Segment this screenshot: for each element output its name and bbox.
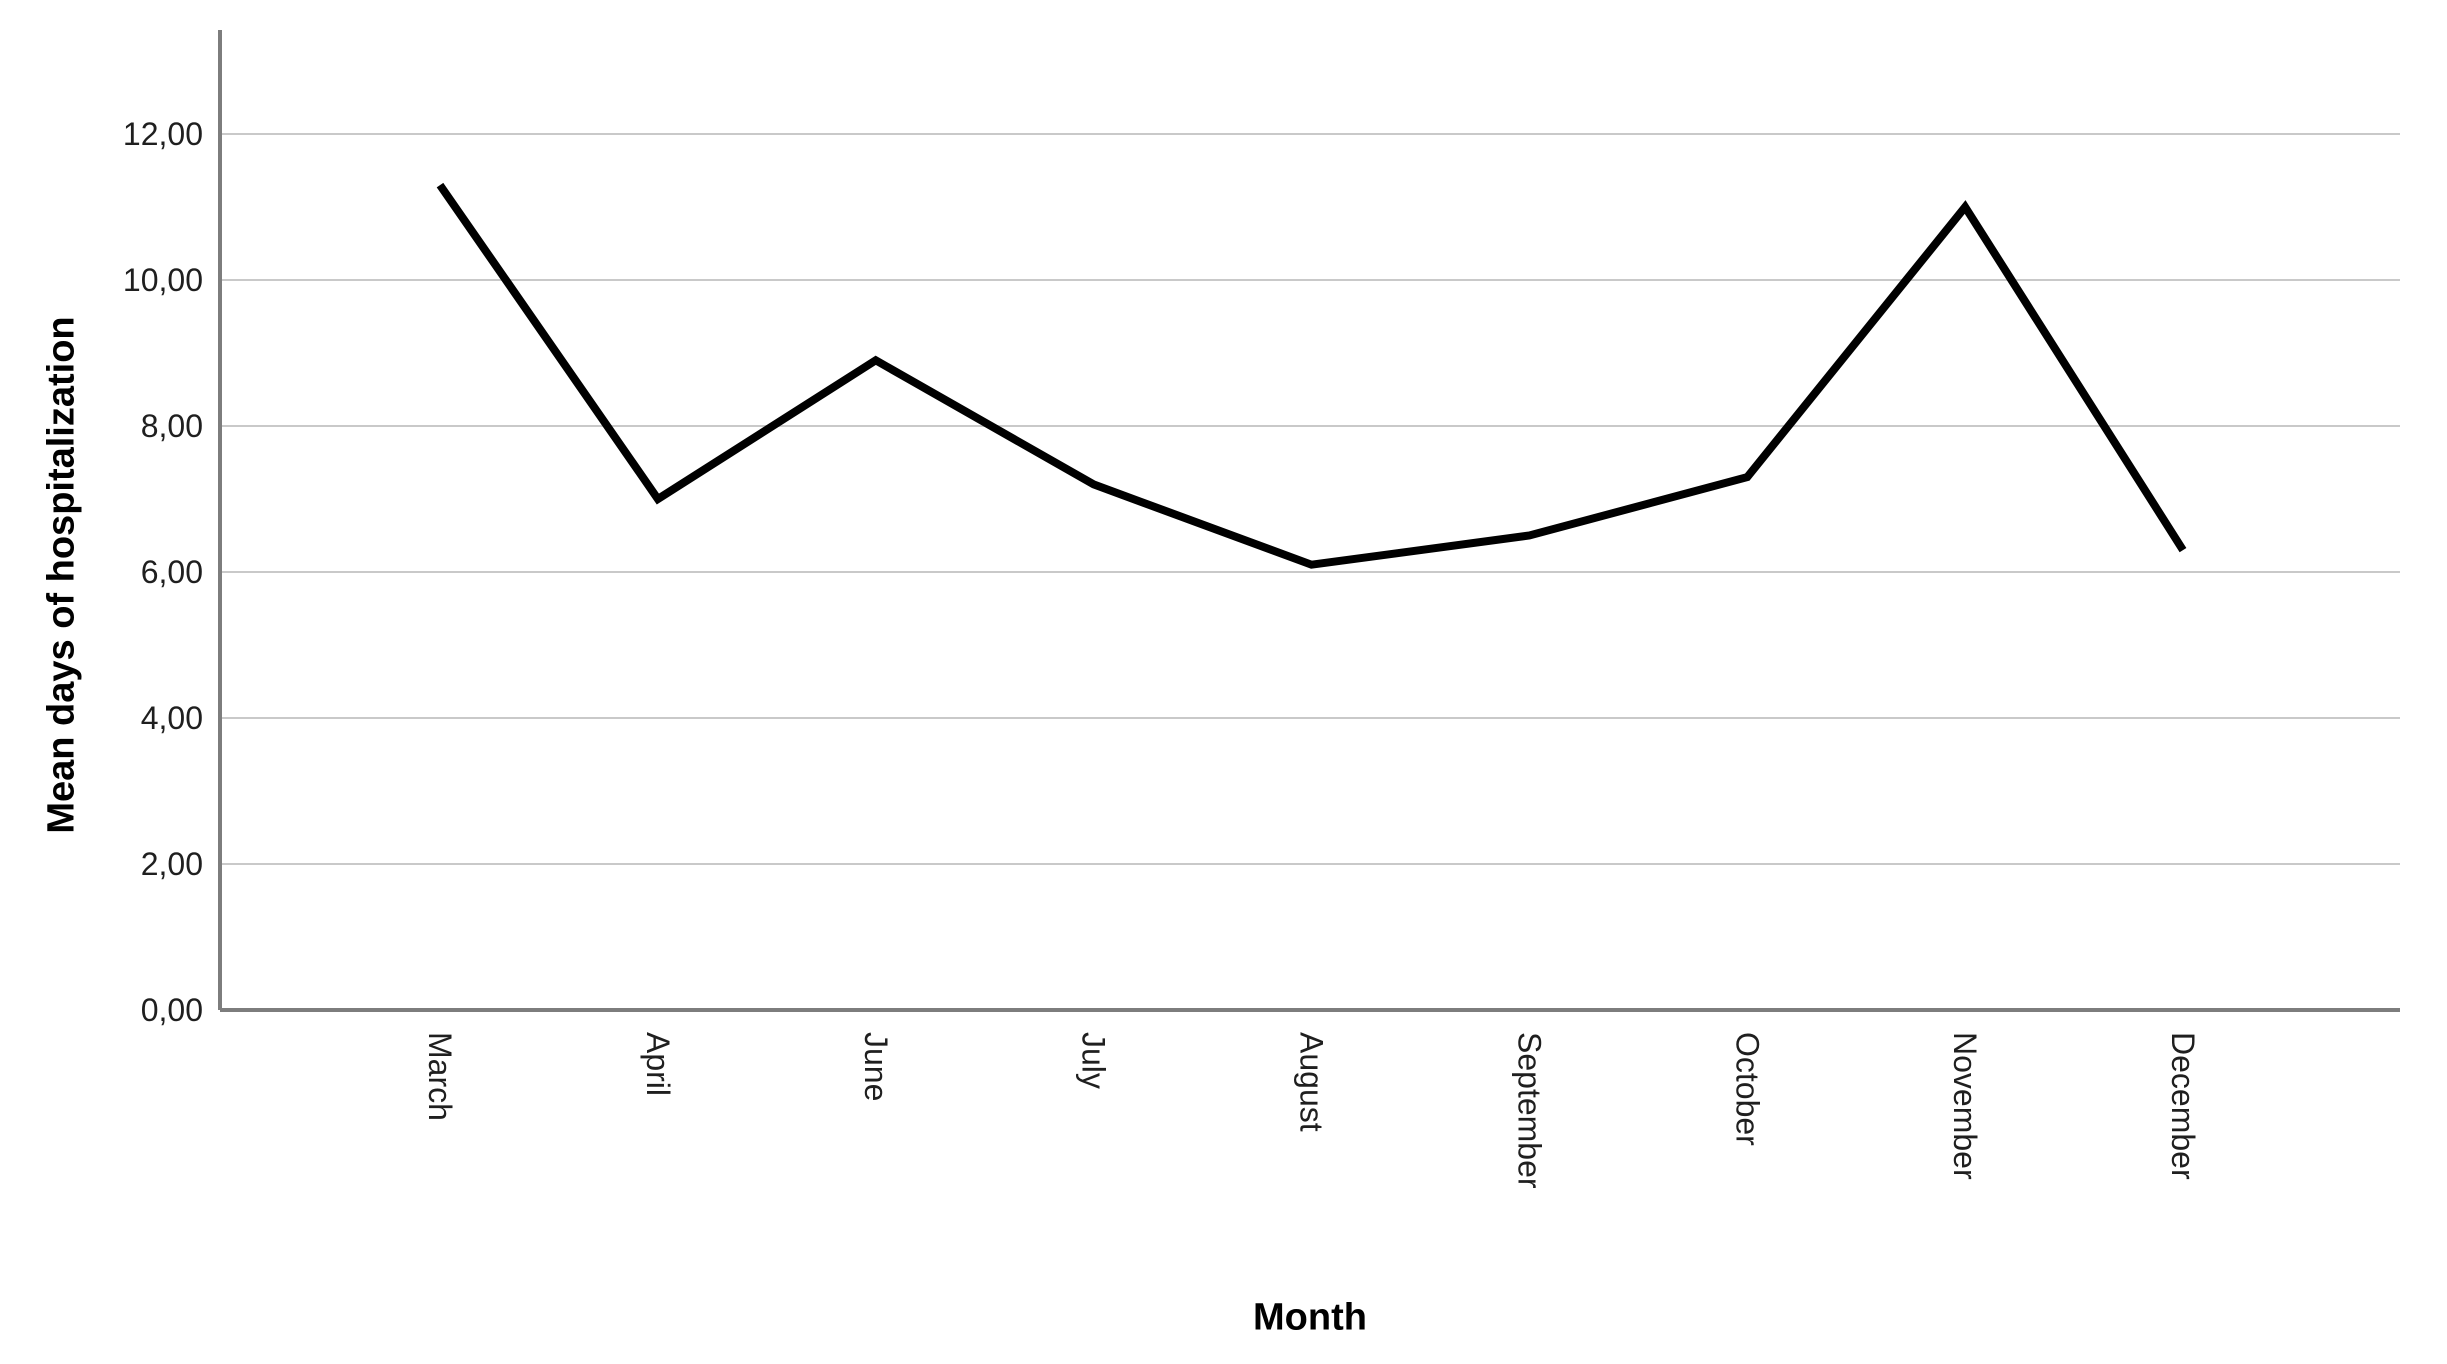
x-tick-label: June [858,1032,894,1101]
x-tick-label: October [1729,1032,1765,1146]
y-tick-label: 8,00 [141,408,203,444]
y-tick-labels: 0,00 2,00 4,00 6,00 8,00 10,00 12,00 [123,116,203,1028]
series-line [436,182,2187,569]
series-lines [436,182,2187,569]
y-tick-label: 2,00 [141,846,203,882]
axis-lines [218,30,2400,1012]
y-axis-title: Mean days of hospitalization [40,316,83,834]
x-tick-label: August [1294,1032,1330,1132]
gridlines [220,133,2400,865]
y-tick-label: 4,00 [141,700,203,736]
x-tick-label: November [1947,1032,1983,1180]
x-axis-title: Month [1253,1296,1367,1339]
x-tick-label: December [2165,1032,2201,1180]
x-tick-labels: March April June July August September October… [422,1032,2201,1189]
y-tick-label: 10,00 [123,262,203,298]
y-tick-label: 0,00 [141,992,203,1028]
y-tick-label: 6,00 [141,554,203,590]
y-tick-label: 12,00 [123,116,203,152]
x-tick-label: March [422,1032,458,1121]
x-tick-label: July [1076,1032,1112,1089]
x-tick-label: September [1511,1032,1547,1189]
x-tick-label: April [640,1032,676,1096]
